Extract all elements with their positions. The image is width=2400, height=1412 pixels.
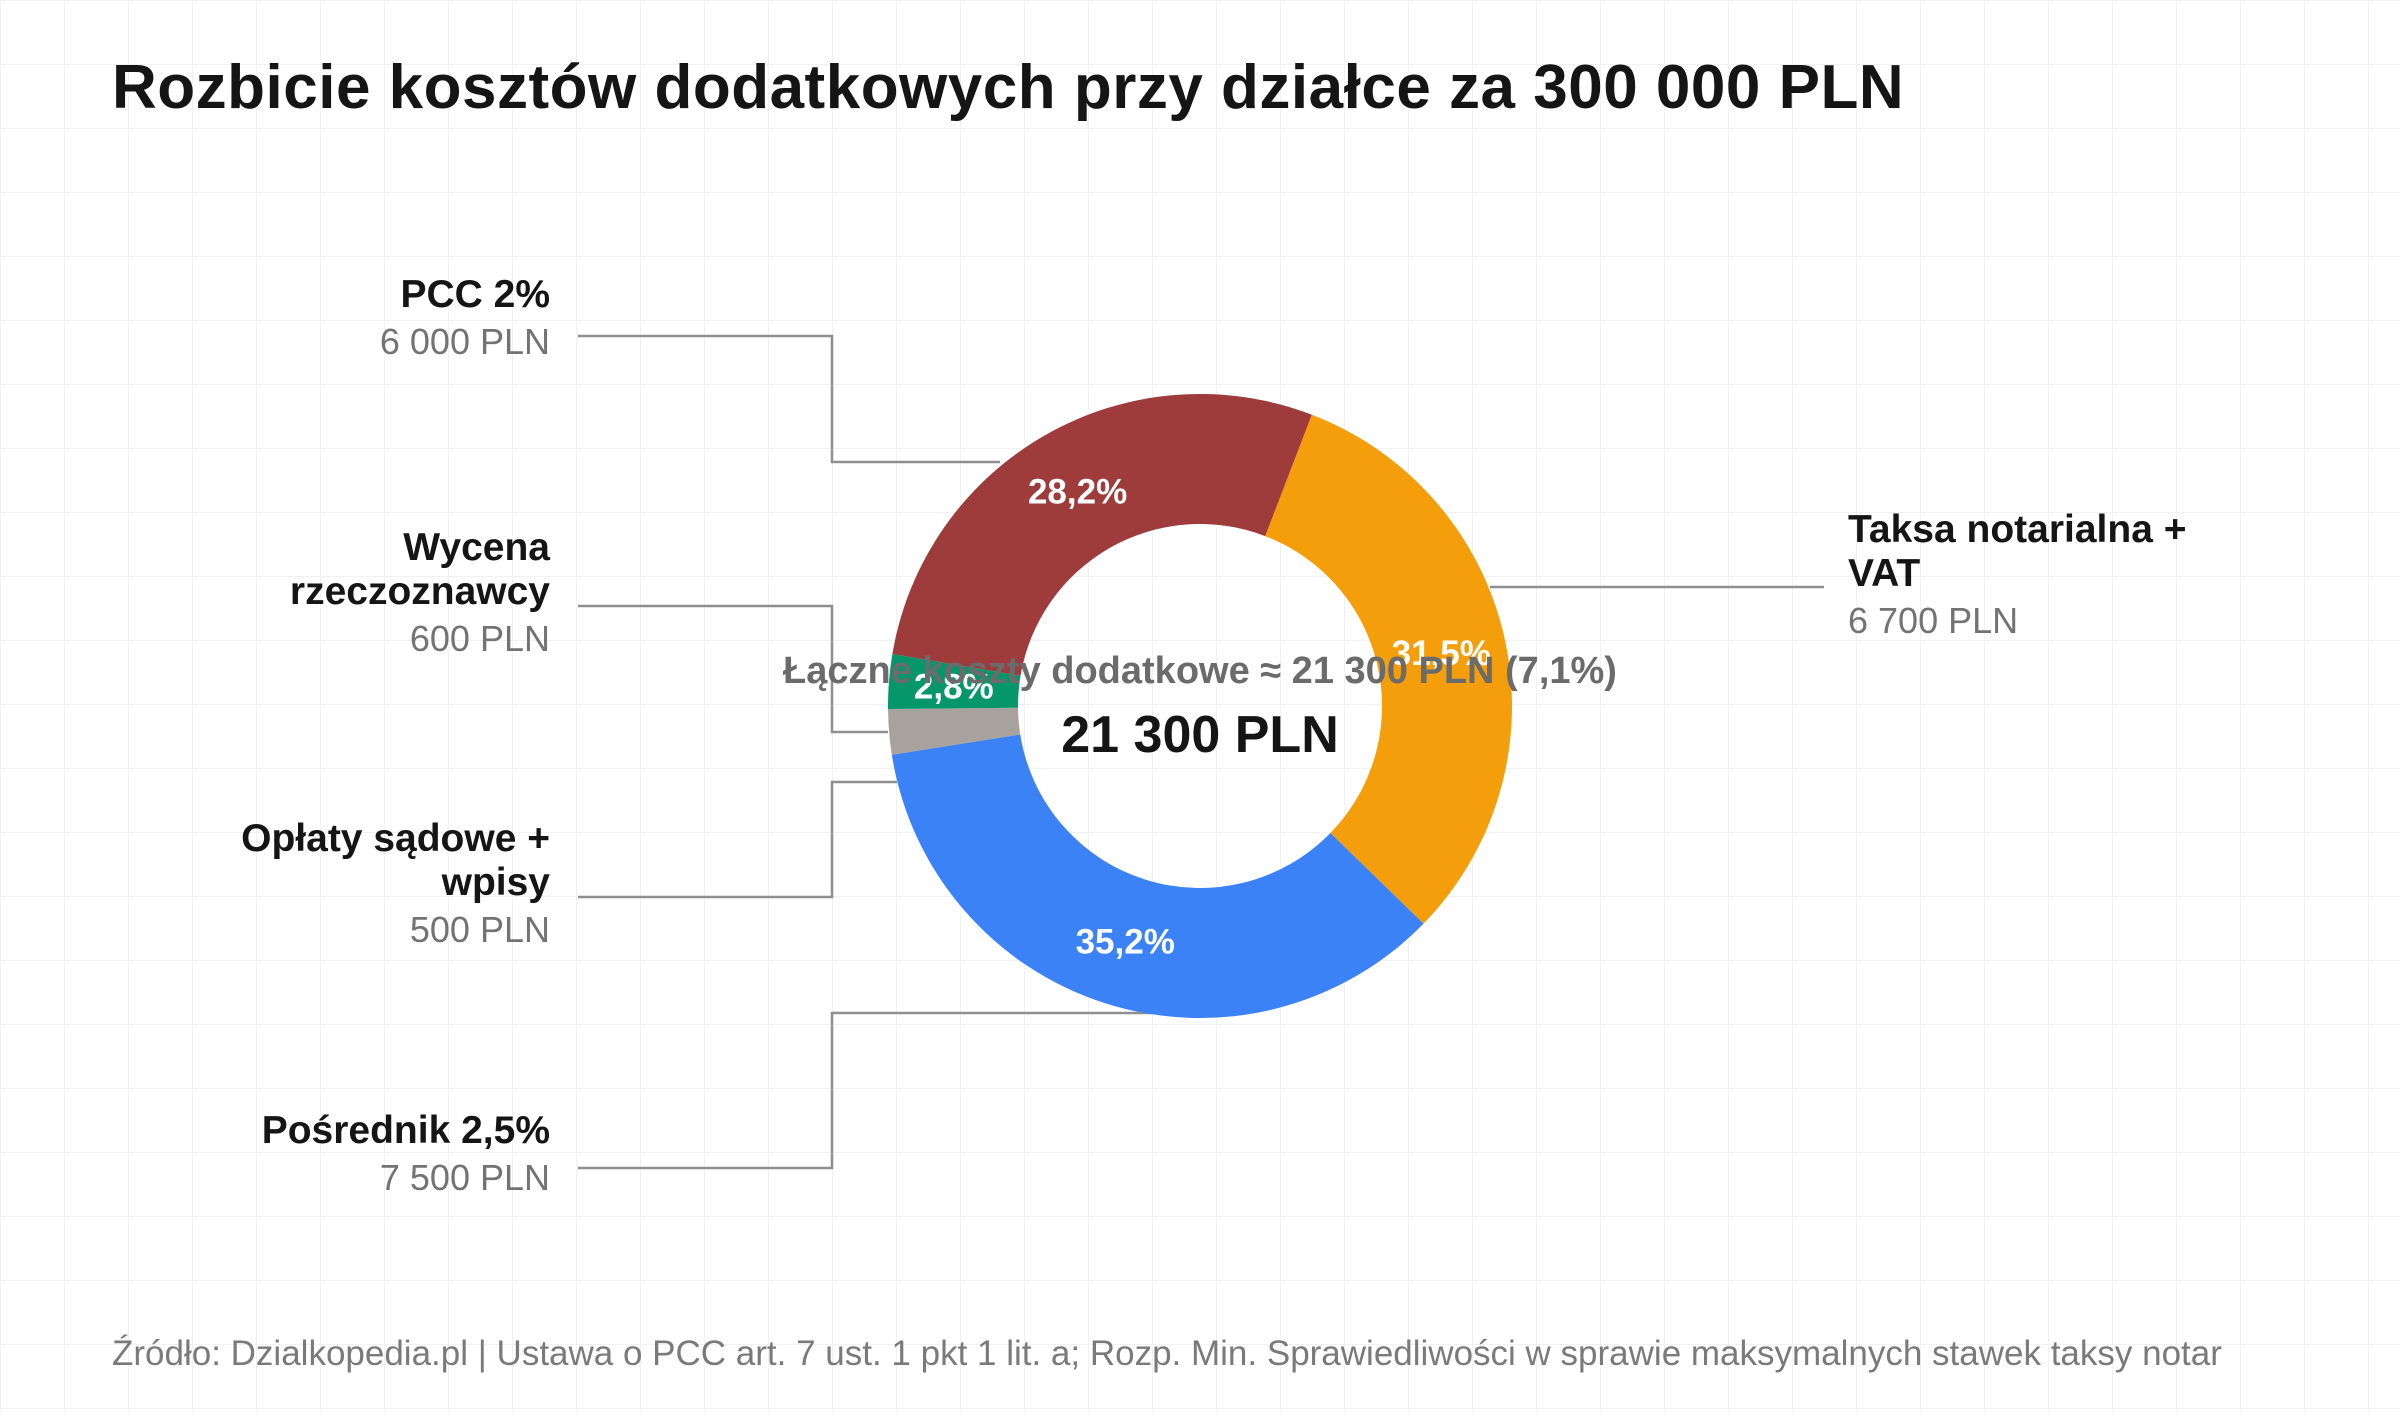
leader-line-wycena-rzeczoznawcy — [578, 604, 888, 734]
leader-line-posrednik-2-5 — [578, 1011, 1160, 1170]
slice-pcc-2 — [892, 394, 1312, 676]
label-value-pcc-2: 6 000 PLN — [380, 321, 550, 362]
slice-oplaty-sadowe-wpisy — [888, 707, 1021, 755]
label-value-posrednik-2-5: 7 500 PLN — [380, 1157, 550, 1198]
label-value-oplaty-sadowe-wpisy: 500 PLN — [410, 909, 550, 950]
label-name-posrednik-2-5: Pośrednik 2,5% — [262, 1109, 550, 1152]
slice-taksa-notarialna-vat — [1265, 414, 1512, 924]
slice-wycena-rzeczoznawcy — [888, 654, 1021, 709]
label-name-taksa-notarialna-vat-line2: VAT — [1848, 552, 1920, 595]
label-name-pcc-2: PCC 2% — [400, 273, 550, 316]
label-value-wycena-rzeczoznawcy: 600 PLN — [410, 618, 550, 659]
pct-label-wycena-rzeczoznawcy: 2,8% — [914, 668, 994, 707]
label-name-oplaty-sadowe-wpisy: Opłaty sądowe + — [241, 817, 550, 860]
total-cost-annotation: Łączne koszty dodatkowe ≈ 21 300 PLN (7,… — [783, 650, 1617, 692]
source-note: Źródło: Dzialkopedia.pl | Ustawa o PCC a… — [112, 1334, 2222, 1373]
leader-lines — [578, 334, 1824, 1170]
pct-label-pcc-2: 28,2% — [1028, 472, 1127, 511]
label-value-taksa-notarialna-vat: 6 700 PLN — [1848, 600, 2018, 641]
slice-posrednik-2-5 — [891, 734, 1424, 1019]
chart-title: Rozbicie kosztów dodatkowych przy działc… — [112, 53, 1905, 122]
leader-line-pcc-2 — [578, 334, 1000, 464]
label-name-wycena-rzeczoznawcy: Wycena — [403, 526, 550, 569]
label-name-taksa-notarialna-vat: Taksa notarialna + — [1848, 508, 2187, 551]
percent-labels: 31,5% 35,2% 2,8% 28,2% — [914, 472, 1491, 961]
label-name-oplaty-sadowe-wpisy-line2: wpisy — [441, 861, 551, 904]
pct-label-taksa-notarialna-vat: 31,5% — [1392, 634, 1491, 673]
leader-line-oplaty-sadowe-wpisy — [578, 780, 897, 899]
label-name-wycena-rzeczoznawcy-line2: rzeczoznawcy — [290, 570, 550, 613]
donut-slices — [888, 394, 1512, 1019]
pct-label-posrednik-2-5: 35,2% — [1076, 922, 1175, 961]
center-total-label: 21 300 PLN — [1061, 706, 1339, 764]
slice-labels: Taksa notarialna +VAT 6 700 PLN Pośrednik … — [241, 273, 2186, 1198]
